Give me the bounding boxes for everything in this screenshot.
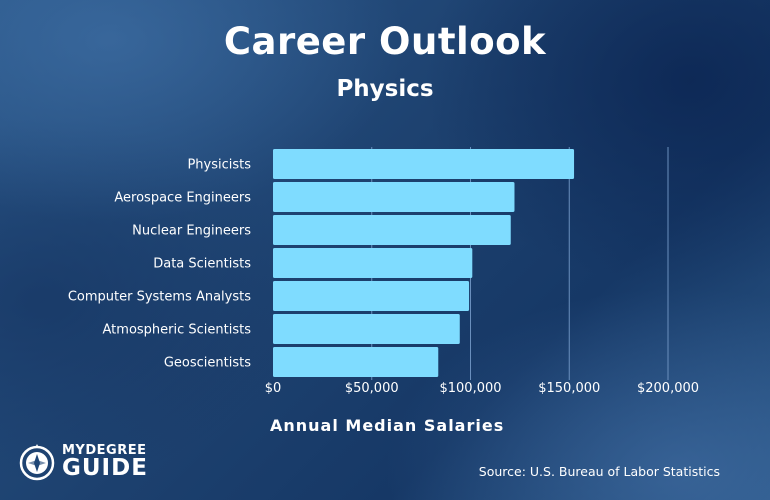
logo-text-bottom: GUIDE	[62, 455, 148, 481]
x-tick-label: $50,000	[345, 381, 399, 396]
bar	[273, 281, 470, 311]
category-label: Atmospheric Scientists	[103, 323, 252, 338]
source-note: Source: U.S. Bureau of Labor Statistics	[478, 464, 720, 479]
bar	[273, 182, 515, 212]
x-axis-label: Annual Median Salaries	[270, 416, 505, 435]
bars	[273, 149, 575, 377]
category-label: Aerospace Engineers	[114, 191, 251, 206]
category-label: Physicists	[187, 158, 251, 173]
category-label: Geoscientists	[164, 356, 251, 371]
bar	[273, 314, 460, 344]
bar	[273, 215, 511, 245]
category-labels: Physicists Aerospace Engineers Nuclear Eng…	[68, 158, 251, 371]
bar	[273, 347, 439, 377]
chart-subtitle: Physics	[336, 76, 434, 102]
x-tick-label: $0	[265, 381, 282, 396]
mydegreeguide-logo: MYDEGREE GUIDE	[18, 441, 158, 483]
x-tick-label: $150,000	[538, 381, 600, 396]
x-tick-label: $200,000	[637, 381, 699, 396]
category-label: Computer Systems Analysts	[68, 290, 251, 305]
bar	[273, 149, 575, 179]
x-tick-label: $100,000	[439, 381, 501, 396]
bar	[273, 248, 473, 278]
category-label: Nuclear Engineers	[132, 224, 251, 239]
logo-text-top: MYDEGREE	[62, 443, 147, 458]
x-tick-labels: $0 $50,000 $100,000 $150,000 $200,000	[265, 381, 699, 396]
category-label: Data Scientists	[153, 257, 251, 272]
compass-icon	[19, 444, 55, 481]
chart-title: Career Outlook	[223, 20, 547, 63]
